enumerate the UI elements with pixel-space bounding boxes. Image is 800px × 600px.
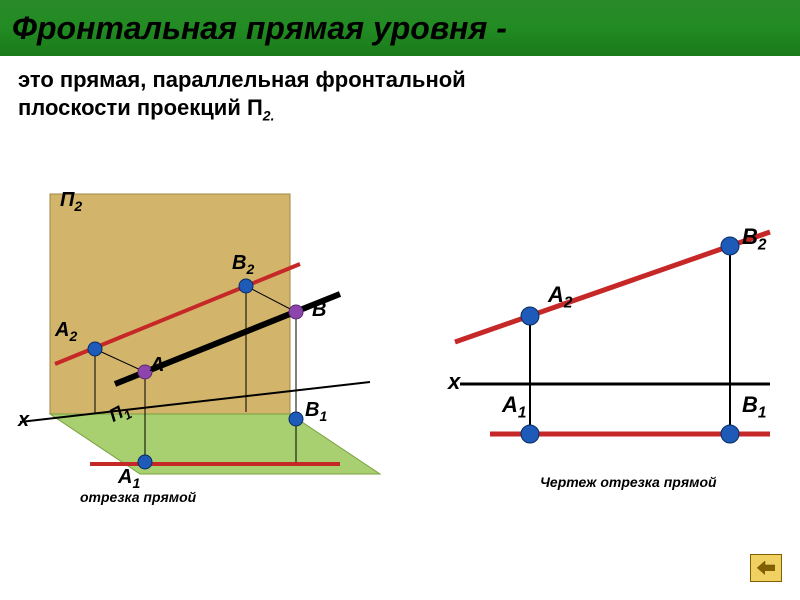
right-caption: Чертеж отрезка прямой xyxy=(540,474,717,490)
back-button[interactable] xyxy=(750,554,782,582)
label-b2: В2 xyxy=(232,252,254,277)
diagram-area: П2 П1 А2 В2 А В А1 В1 х отрезка прямой А… xyxy=(0,124,800,594)
slide-title: Фронтальная прямая уровня - xyxy=(12,10,507,47)
label-p2: П2 xyxy=(60,189,82,214)
pt-a2 xyxy=(521,307,539,325)
pt-b1 xyxy=(721,425,739,443)
right-diagram xyxy=(430,174,790,514)
label-r-x: х xyxy=(448,369,460,395)
slide-header: Фронтальная прямая уровня - xyxy=(0,0,800,56)
label-r-b1: В1 xyxy=(742,392,766,422)
label-r-b2: В2 xyxy=(742,224,766,254)
subtitle-line2a: плоскости проекций П xyxy=(18,95,263,120)
point-b xyxy=(289,305,303,319)
subtitle-line1: это прямая, параллельная фронтальной xyxy=(18,67,466,92)
label-b1: В1 xyxy=(305,399,327,424)
back-arrow-icon xyxy=(755,560,777,576)
label-r-a1: А1 xyxy=(502,392,526,422)
left-caption: отрезка прямой xyxy=(80,489,196,505)
frontal-plane xyxy=(50,194,290,414)
slide-subtitle: это прямая, параллельная фронтальной пло… xyxy=(0,56,800,124)
label-r-a2: А2 xyxy=(548,282,572,312)
subtitle-line2-sub: 2. xyxy=(263,107,275,123)
label-b: В xyxy=(312,299,326,322)
label-a: А xyxy=(150,354,164,377)
point-a2 xyxy=(88,342,102,356)
pt-a1 xyxy=(521,425,539,443)
label-a1: А1 xyxy=(118,466,140,491)
point-b1 xyxy=(289,412,303,426)
label-x-left: х xyxy=(18,409,29,432)
label-a2: А2 xyxy=(55,319,77,344)
point-b2 xyxy=(239,279,253,293)
pt-b2 xyxy=(721,237,739,255)
